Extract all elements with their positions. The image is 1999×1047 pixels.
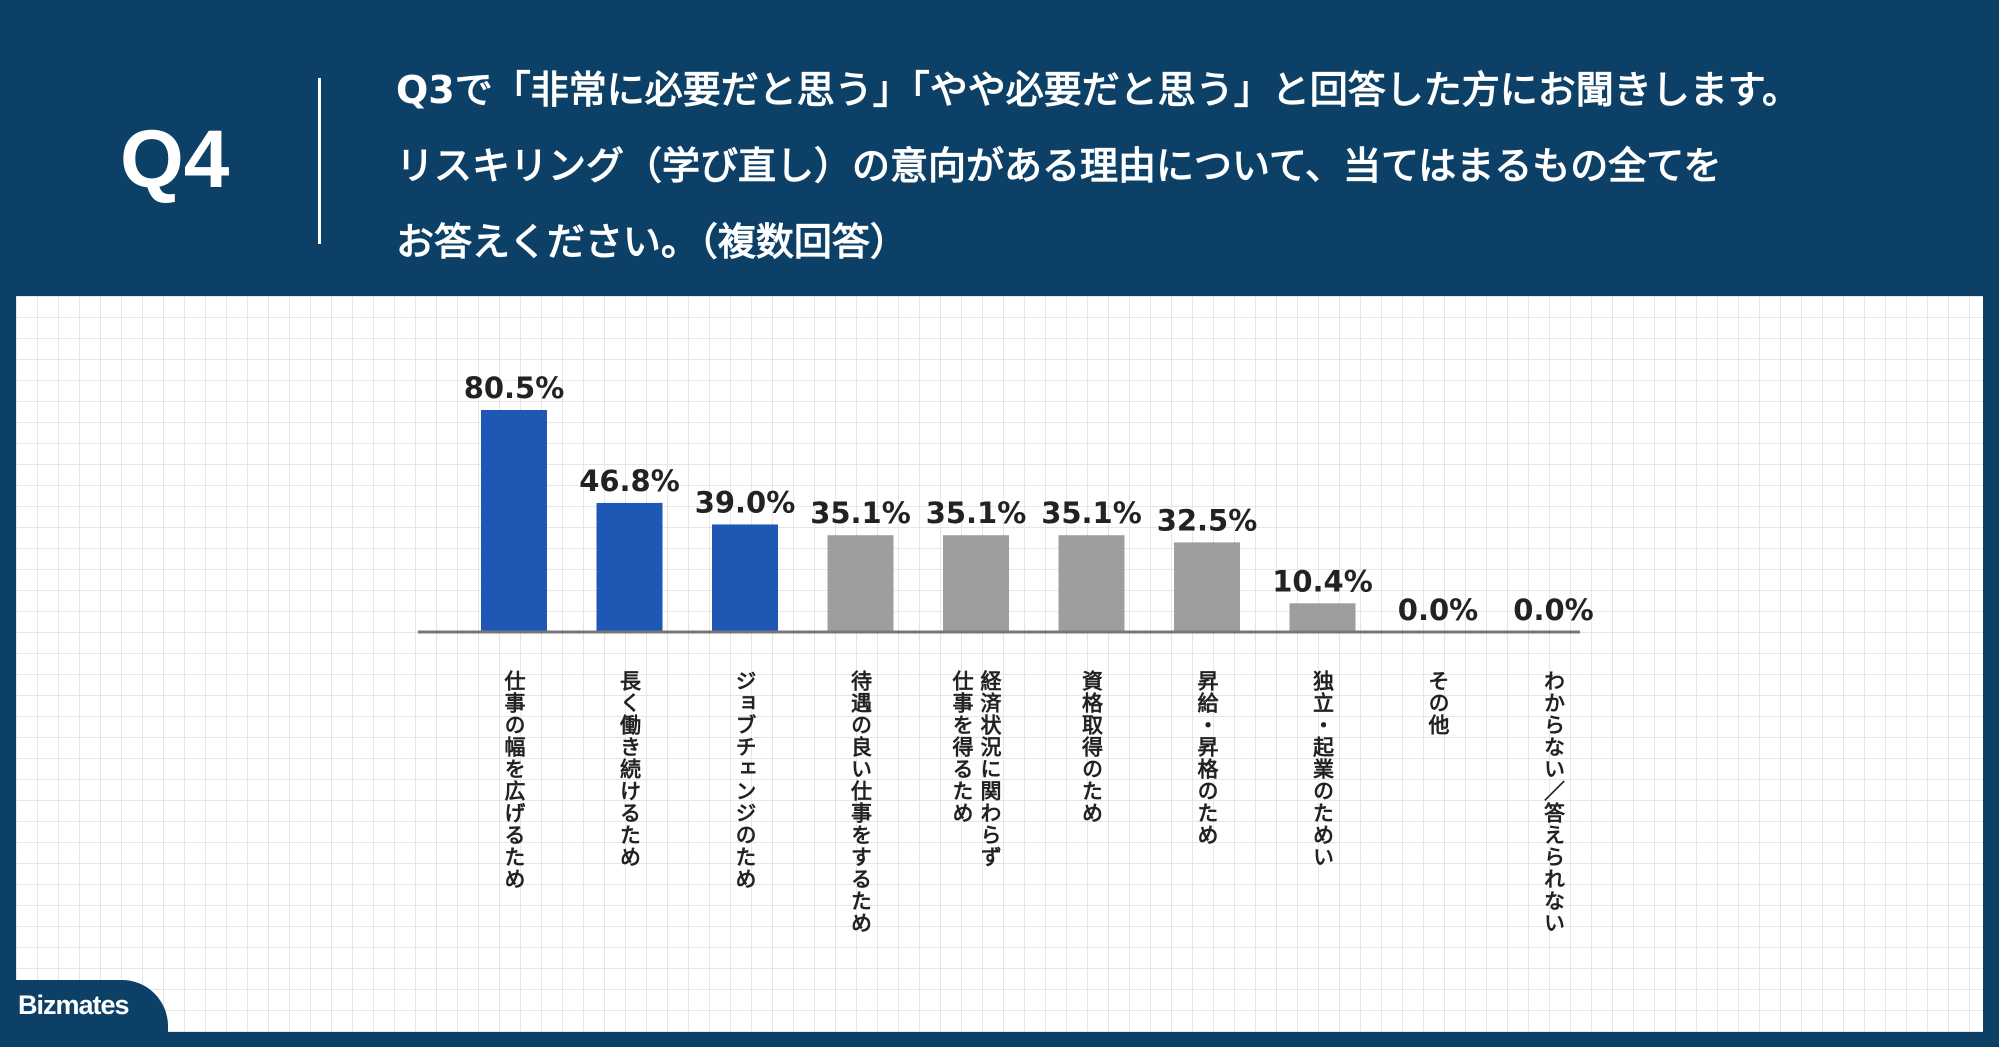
data-label: 32.5% bbox=[1157, 503, 1258, 537]
brand-logo-text: Bizmates bbox=[18, 990, 130, 1020]
category-label: 昇給・昇格のため bbox=[1195, 670, 1219, 846]
bar bbox=[1289, 603, 1356, 632]
category-label: 経済状況に関わらず bbox=[978, 669, 1002, 868]
question-line: リスキリング（学び直し）の意向がある理由について、当てはまるもの全てを bbox=[396, 144, 1722, 188]
bar-chart: 80.5% 仕事の幅を広げるため 46.8% 長く働き続けるため 39.0% ジョブチェン… bbox=[418, 371, 1594, 934]
question-line: Q3で「非常に必要だと思う」「やや必要だと思う」と回答した方にお聞きします。 bbox=[396, 68, 1800, 112]
category-label: 仕事を得るため bbox=[950, 669, 975, 824]
question-number: Q4 bbox=[120, 114, 230, 205]
chart-panel: 80.5% 仕事の幅を広げるため 46.8% 長く働き続けるため 39.0% ジョブチェン… bbox=[16, 296, 1983, 1032]
bar bbox=[481, 410, 547, 632]
brand-logo: Bizmates bbox=[0, 980, 168, 1032]
category-label: 長く働き続けるため bbox=[618, 670, 643, 868]
category-label: ジョブチェンジのため bbox=[733, 670, 757, 890]
data-label: 0.0% bbox=[1513, 593, 1593, 627]
data-label: 0.0% bbox=[1398, 593, 1478, 627]
data-label: 35.1% bbox=[926, 496, 1027, 530]
data-label: 80.5% bbox=[464, 371, 565, 405]
category-label: 独立・起業のためい bbox=[1311, 670, 1336, 868]
data-label: 39.0% bbox=[695, 485, 796, 519]
header-divider bbox=[318, 78, 321, 244]
bar bbox=[943, 535, 1009, 632]
bar bbox=[827, 535, 894, 632]
bar bbox=[596, 502, 663, 632]
data-label: 46.8% bbox=[579, 464, 680, 498]
category-label: 待遇の良い仕事をするため bbox=[849, 669, 874, 934]
data-label: 35.1% bbox=[810, 496, 911, 530]
bar bbox=[712, 524, 778, 632]
data-label: 10.4% bbox=[1272, 564, 1373, 598]
question-text: Q3で「非常に必要だと思う」「やや必要だと思う」と回答した方にお聞きします。 リ… bbox=[396, 52, 1956, 280]
category-label: 資格取得のため bbox=[1080, 669, 1105, 824]
category-label: 仕事の幅を広げるため bbox=[502, 669, 527, 890]
data-label: 35.1% bbox=[1041, 496, 1142, 530]
bar bbox=[1174, 542, 1240, 632]
category-label: わからない／答えられない bbox=[1542, 670, 1566, 934]
bar bbox=[1058, 535, 1125, 632]
category-label: その他 bbox=[1426, 670, 1451, 736]
header: Q4 Q3で「非常に必要だと思う」「やや必要だと思う」と回答した方にお聞きします… bbox=[0, 0, 1999, 296]
question-line: お答えください。（複数回答） bbox=[396, 220, 908, 264]
